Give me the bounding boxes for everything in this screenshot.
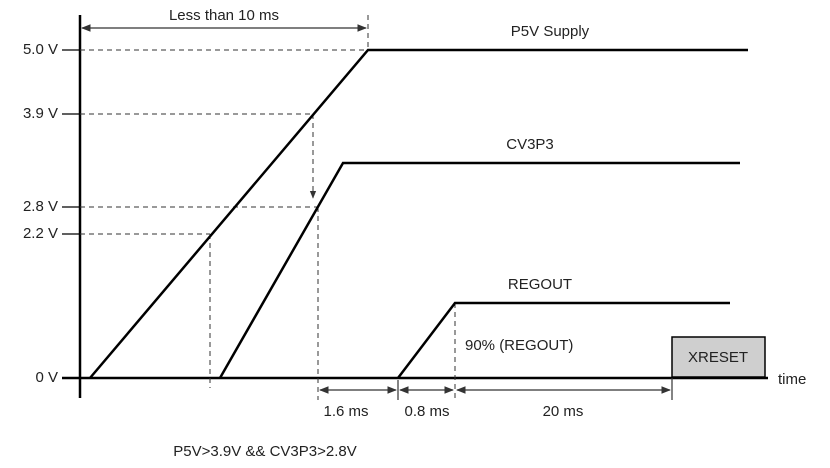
interval-label: 1.6 ms	[323, 403, 368, 420]
level-ticks	[62, 49, 80, 235]
guides	[80, 15, 456, 400]
signal-label: P5V Supply	[511, 23, 590, 40]
level-label: 0 V	[35, 369, 58, 386]
box-label: XRESET	[688, 349, 748, 366]
p5v-signal	[89, 48, 748, 379]
level-label: 3.9 V	[23, 105, 58, 122]
interval-label: 0.8 ms	[404, 403, 449, 420]
interval-label: Less than 10 ms	[169, 7, 279, 24]
cv3p3-signal	[218, 161, 740, 379]
bottom-intervals	[319, 378, 673, 400]
signal-label: CV3P3	[506, 136, 554, 153]
signal-label: REGOUT	[508, 276, 572, 293]
interval-label: 20 ms	[543, 403, 584, 420]
level-label: 2.2 V	[23, 225, 58, 242]
condition-label: P5V>3.9V && CV3P3>2.8V	[173, 443, 356, 460]
level-label: 2.8 V	[23, 198, 58, 215]
xreset-box	[671, 336, 766, 378]
level-label: 5.0 V	[23, 41, 58, 58]
axis-label: time	[778, 371, 806, 388]
threshold-label: 90% (REGOUT)	[465, 337, 573, 354]
regout-signal	[397, 301, 730, 379]
